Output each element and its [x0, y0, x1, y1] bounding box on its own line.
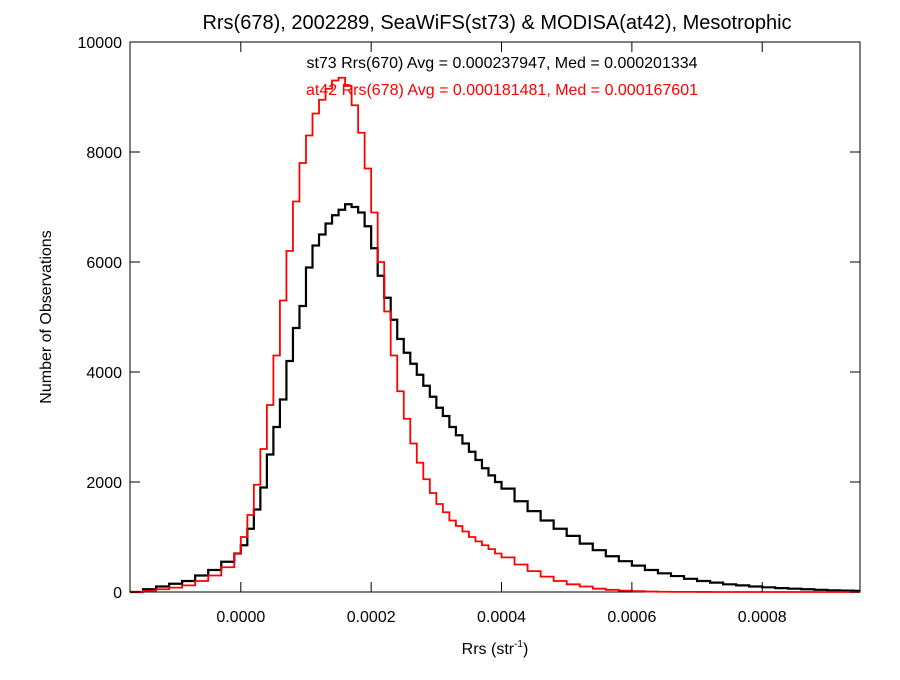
plot-frame [129, 41, 861, 593]
stats-annotation-st73: st73 Rrs(670) Avg = 0.000237947, Med = 0… [306, 55, 697, 72]
y-tick-label: 6000 [86, 255, 122, 272]
x-axis-label: Rrs (str-1) [462, 639, 529, 658]
chart-title: Rrs(678), 2002289, SeaWiFS(st73) & MODIS… [202, 12, 791, 34]
x-axis-label-main: Rrs (str [462, 641, 515, 658]
y-tick-label: 8000 [86, 145, 122, 162]
y-tick-label: 2000 [86, 475, 122, 492]
series-layer [130, 76, 860, 594]
x-tick-label: 0.0002 [347, 609, 396, 626]
stats-annotation-at42: at42 Rrs(678) Avg = 0.000181481, Med = 0… [306, 82, 698, 99]
y-tick-label: 4000 [86, 365, 122, 382]
x-axis-label-close: ) [523, 641, 528, 658]
x-tick-label: 0.0000 [216, 609, 265, 626]
x-tick-label: 0.0004 [477, 609, 526, 626]
x-tick-label: 0.0006 [607, 609, 656, 626]
x-axis: 0.0000 0.0002 0.0004 0.0006 0.0008 [216, 42, 787, 626]
y-tick-label: 0 [113, 585, 122, 602]
y-axis-label: Number of Observations [38, 230, 55, 403]
y-axis: 0 2000 4000 6000 8000 10000 [78, 35, 860, 602]
series-line-0 [130, 203, 860, 594]
x-tick-label: 0.0008 [738, 609, 787, 626]
x-axis-label-superscript: -1 [514, 639, 523, 650]
y-tick-label: 10000 [78, 35, 123, 52]
series-line-1 [130, 76, 860, 593]
